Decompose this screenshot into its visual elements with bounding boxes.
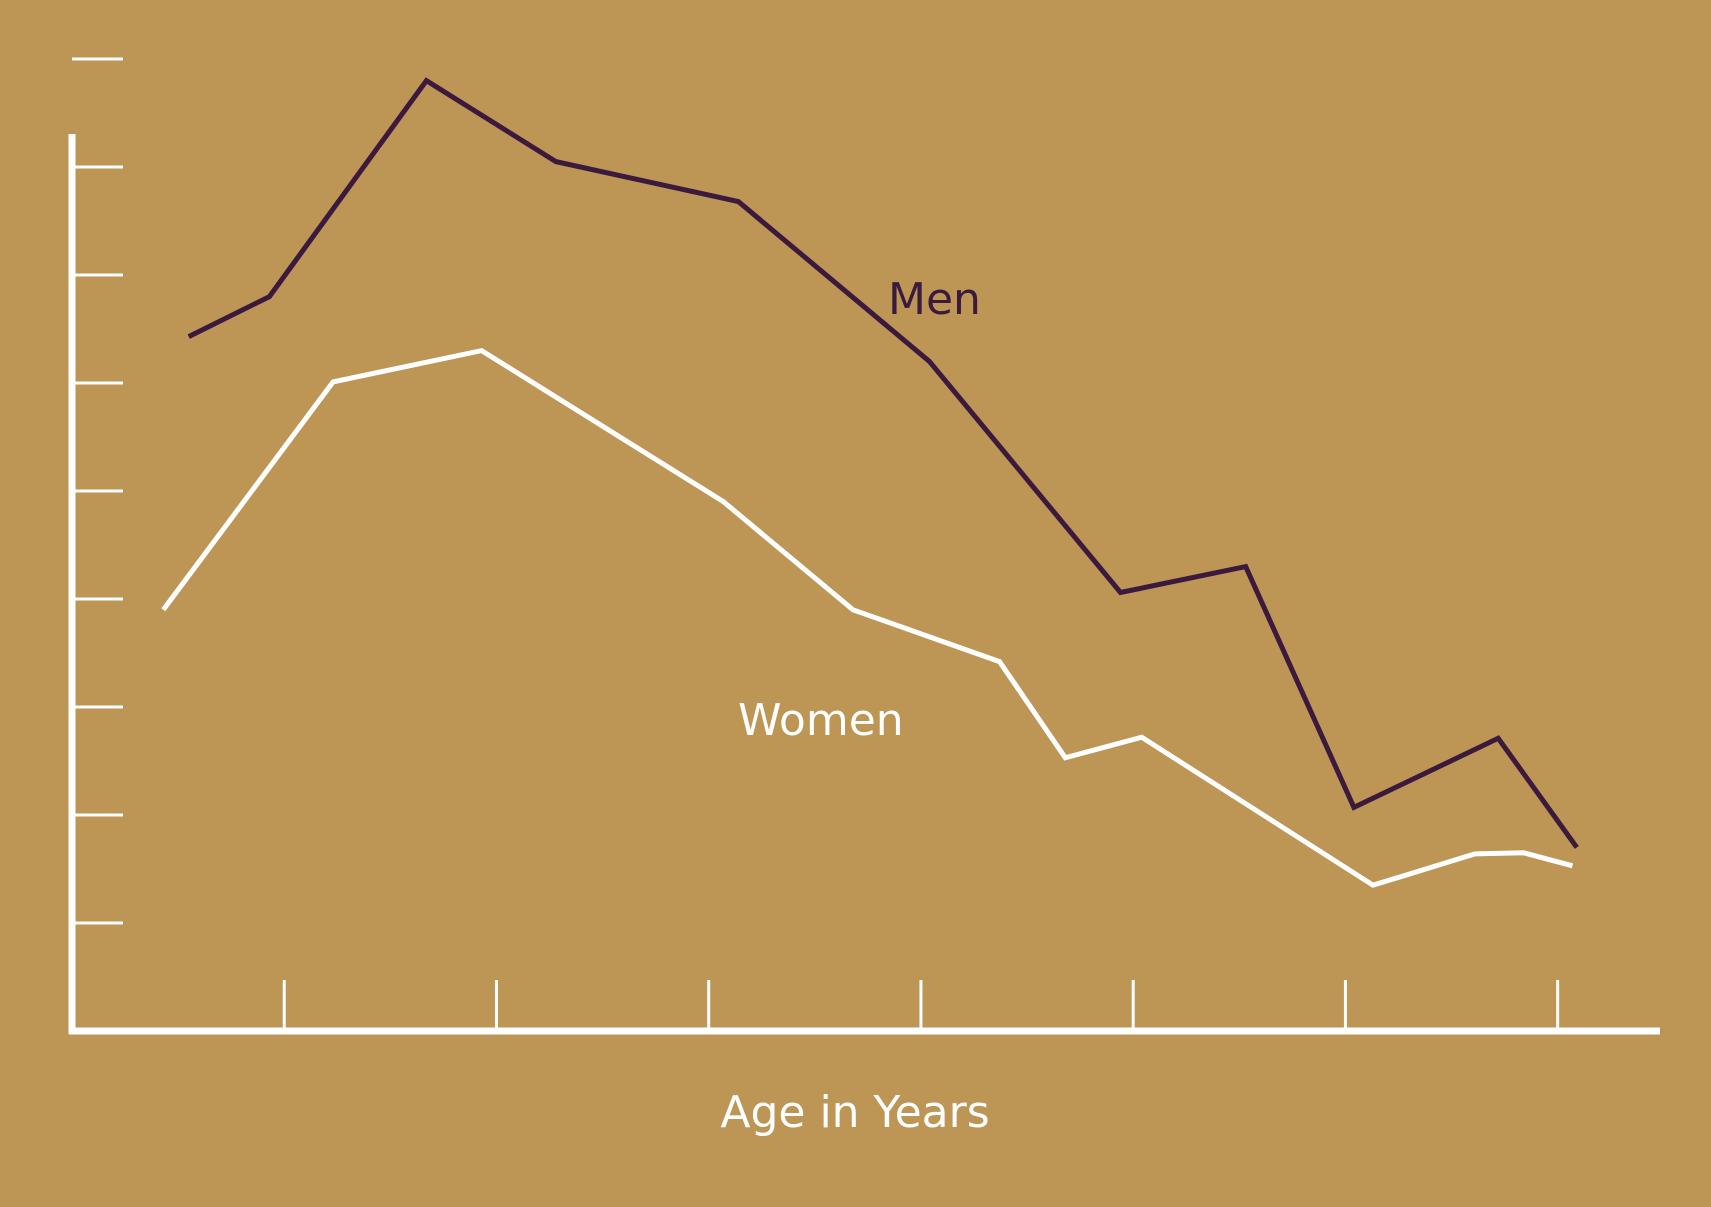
series-line-women <box>161 347 1574 888</box>
x-axis-ticks <box>282 980 1560 1031</box>
x-axis-label: Age in Years <box>720 1087 989 1138</box>
series-line-men <box>187 77 1579 849</box>
series-label-women: Women <box>738 695 904 746</box>
series-label-men: Men <box>888 274 981 325</box>
y-axis-ticks <box>72 57 123 925</box>
